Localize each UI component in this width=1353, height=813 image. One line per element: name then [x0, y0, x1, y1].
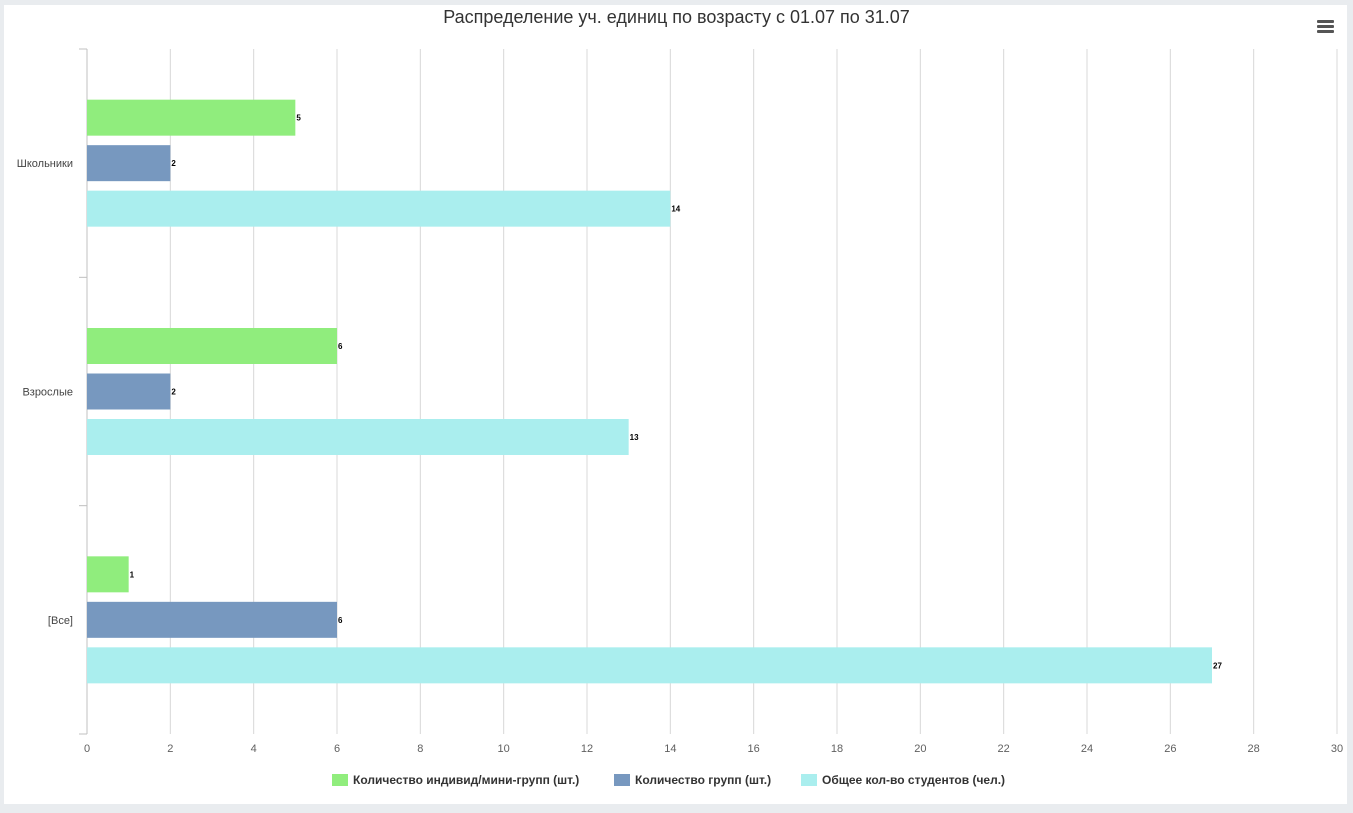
hamburger-menu-icon[interactable]: [1314, 16, 1338, 38]
data-label: 13: [630, 433, 639, 442]
x-tick-label: 8: [417, 743, 423, 755]
legend-label: Количество индивид/мини-групп (шт.): [353, 773, 580, 787]
category-label: Взрослые: [22, 387, 73, 399]
data-label: 2: [171, 159, 176, 168]
legend-item-students[interactable]: Общее кол-во студентов (чел.): [801, 771, 1005, 789]
chart-title: Распределение уч. единиц по возрасту с 0…: [443, 7, 910, 27]
bar: [87, 601, 337, 638]
bar: [87, 99, 296, 136]
x-tick-label: 4: [251, 743, 257, 755]
x-tick-label: 20: [914, 743, 926, 755]
data-label: 6: [338, 616, 343, 625]
data-label: 27: [1213, 661, 1222, 670]
data-label: 6: [338, 342, 343, 351]
x-tick-label: 16: [748, 743, 760, 755]
x-tick-label: 14: [664, 743, 676, 755]
data-label: 5: [296, 114, 301, 123]
data-label: 2: [171, 388, 176, 397]
legend-label: Общее кол-во студентов (чел.): [822, 773, 1006, 787]
bar: [87, 647, 1212, 684]
grid-lines: [169, 49, 1338, 734]
legend-swatch: [614, 774, 630, 786]
bar: [87, 556, 129, 593]
category-label: Школьники: [17, 158, 73, 170]
bar: [87, 190, 671, 227]
x-tick-label: 2: [167, 743, 173, 755]
x-tick-label: 24: [1081, 743, 1093, 755]
x-tick-label: 0: [84, 743, 90, 755]
data-labels: 5 2 14 6 2 13 1 6 27: [130, 114, 1223, 671]
bar: [87, 373, 171, 410]
x-tick-label: 6: [334, 743, 340, 755]
x-tick-label: 30: [1331, 743, 1343, 755]
category-label: [Все]: [48, 615, 73, 627]
legend-swatch: [801, 774, 817, 786]
legend-swatch: [332, 774, 348, 786]
bars: [87, 99, 1212, 684]
legend-item-groups[interactable]: Количество групп (шт.): [614, 771, 771, 789]
bar: [87, 145, 171, 182]
bar: [87, 419, 629, 455]
legend-label: Количество групп (шт.): [635, 773, 772, 787]
x-tick-label: 22: [998, 743, 1010, 755]
data-label: 1: [130, 570, 135, 579]
x-tick-label: 12: [581, 743, 593, 755]
x-tick-label: 10: [498, 743, 510, 755]
legend-item-individual[interactable]: Количество индивид/мини-групп (шт.): [332, 771, 579, 789]
x-tick-label: 28: [1248, 743, 1260, 755]
x-tick-label: 26: [1164, 743, 1176, 755]
legend: Количество индивид/мини-групп (шт.) Коли…: [0, 771, 1353, 789]
x-tick-label: 18: [831, 743, 843, 755]
bar: [87, 328, 337, 364]
data-label: 14: [671, 205, 680, 214]
